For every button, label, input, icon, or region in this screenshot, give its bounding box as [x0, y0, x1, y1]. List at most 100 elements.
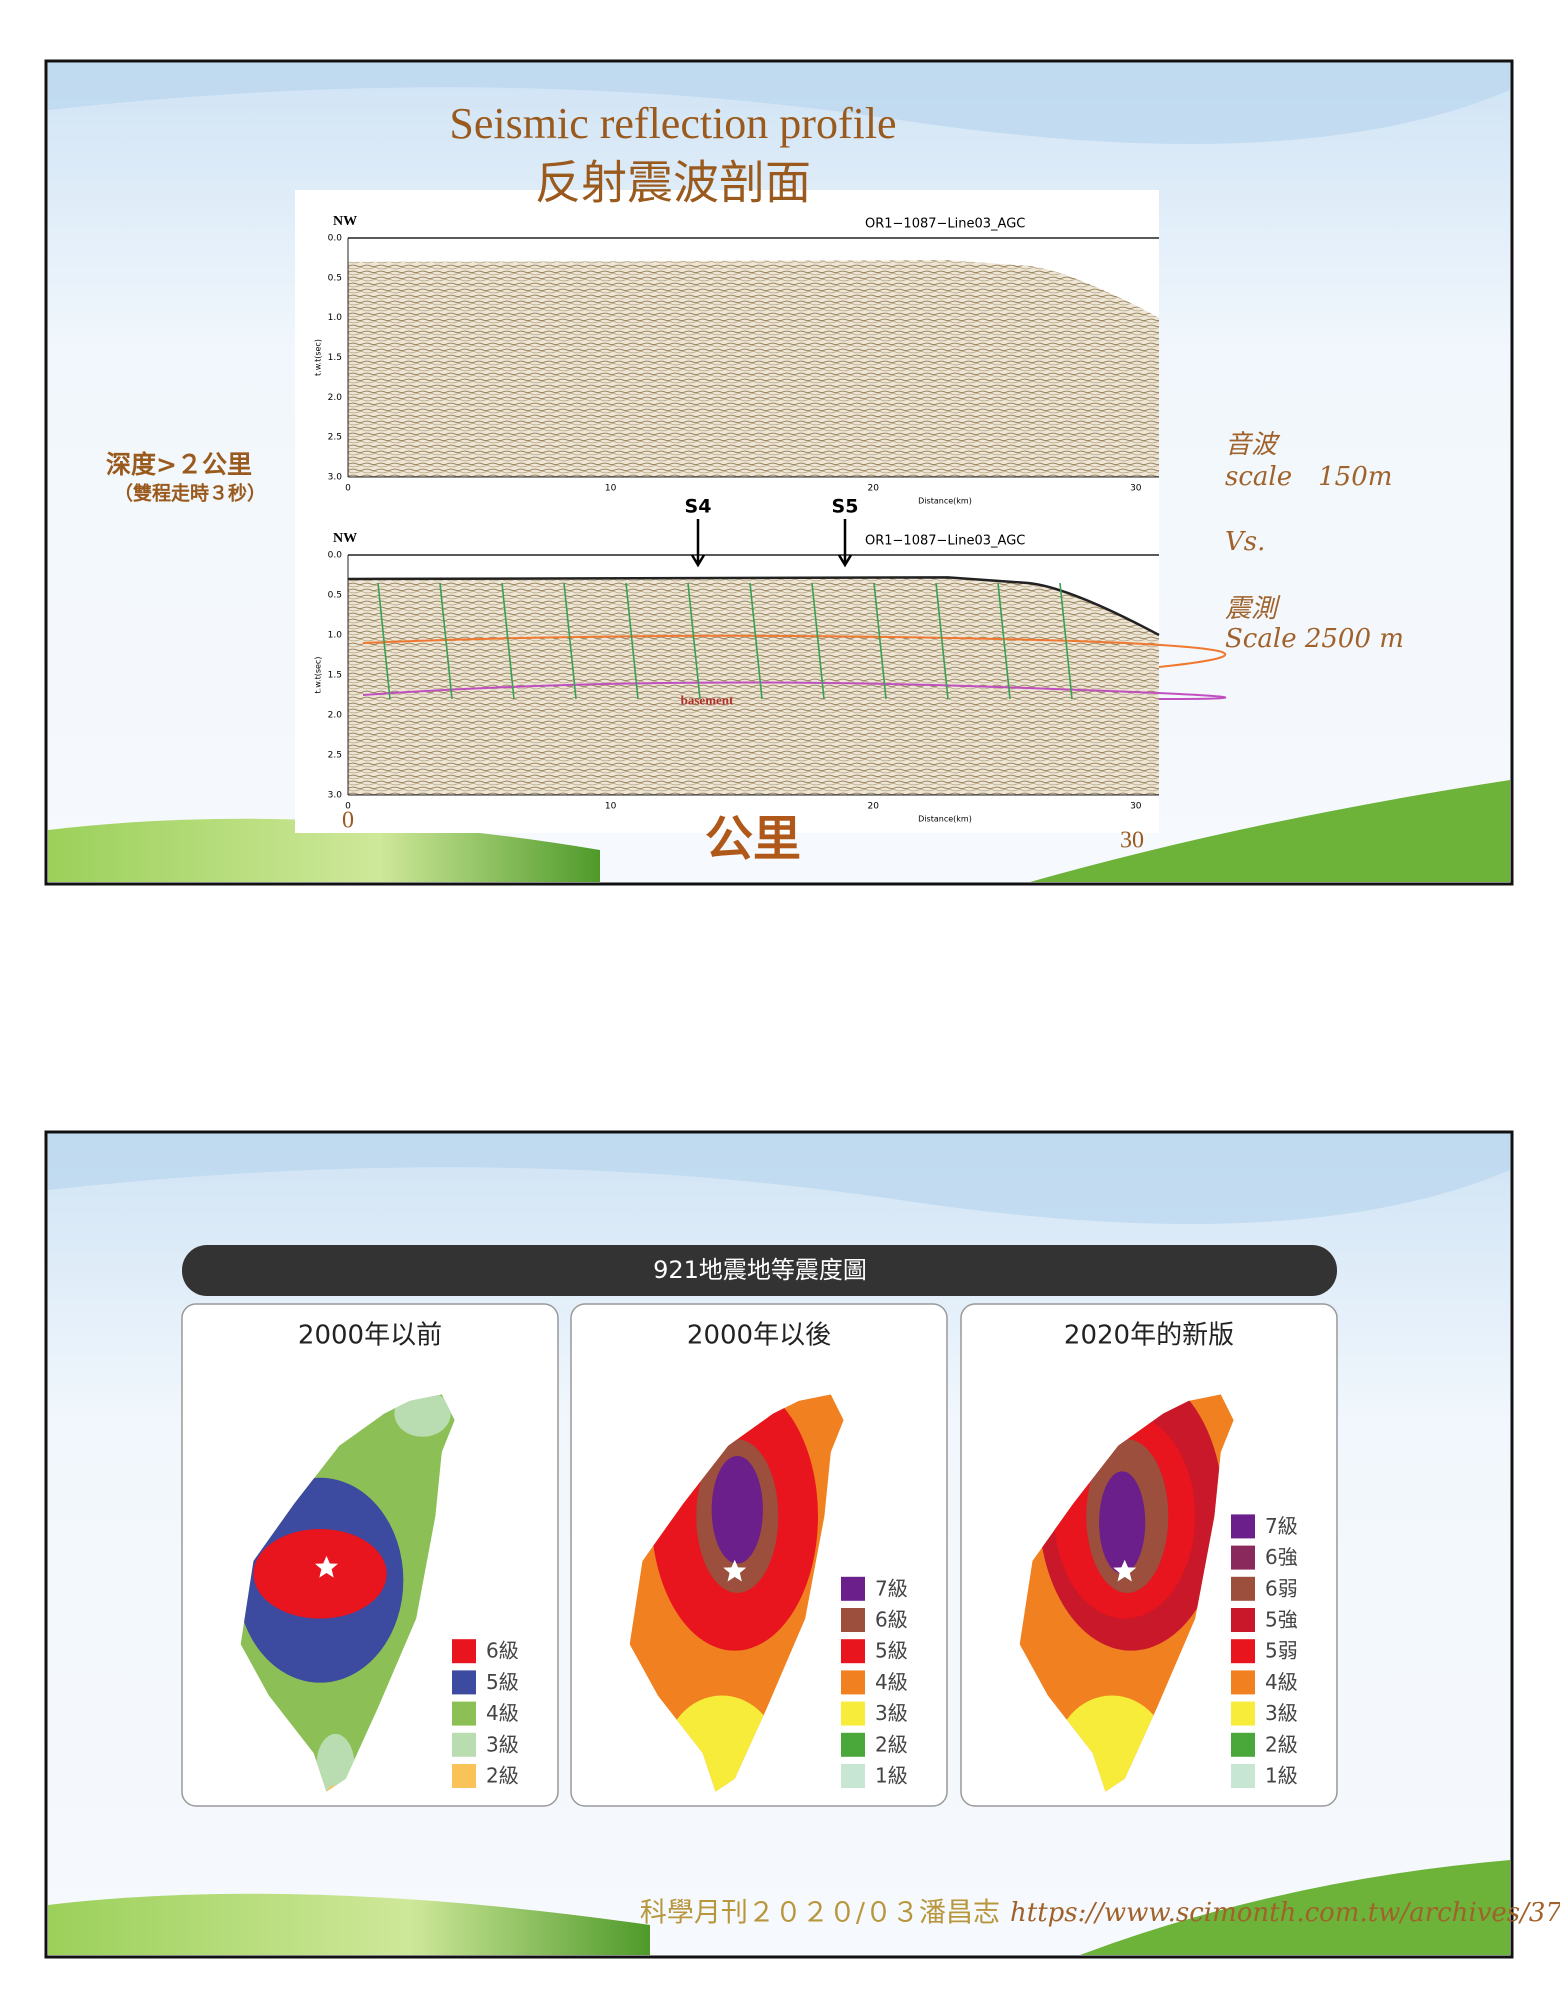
- legend-swatch: [841, 1576, 865, 1601]
- fault-marker: S5: [832, 496, 859, 518]
- fault: [873, 582, 887, 700]
- legend-swatch: [1231, 1608, 1255, 1632]
- intensity-zone: [1099, 1471, 1146, 1574]
- legend-label: 5級: [875, 1639, 908, 1663]
- legend-swatch: [1231, 1514, 1255, 1539]
- legend-label: 2級: [1265, 1732, 1298, 1756]
- y-tick-label: 2.5: [328, 433, 342, 443]
- panel-title: 2000年以前: [298, 1321, 442, 1351]
- footer-source: 科學月刊２０２０/０３潘昌志: [640, 1898, 1000, 1929]
- footer-url: https://www.scimonth.com.tw/archives/372…: [1010, 1898, 1560, 1928]
- legend-label: 4級: [875, 1670, 908, 1694]
- fault: [501, 582, 515, 700]
- figure-title: 921地震地等震度圖: [653, 1256, 867, 1284]
- legend-swatch: [1231, 1576, 1255, 1601]
- intensity-zone: [1054, 1695, 1170, 1792]
- legend-label: 1級: [1265, 1764, 1298, 1788]
- hill: [1030, 780, 1510, 882]
- legend-swatch: [452, 1639, 476, 1664]
- y-tick-label: 1.5: [328, 671, 342, 681]
- legend-label: 3級: [875, 1701, 908, 1725]
- panel-title: 2020年的新版: [1064, 1321, 1234, 1351]
- legend-label: 7級: [1265, 1514, 1298, 1538]
- axis-end: 30: [1120, 828, 1144, 854]
- scale-note: Vs.: [1225, 527, 1265, 557]
- y-tick-label: 3.0: [328, 791, 343, 801]
- fault: [1059, 582, 1073, 700]
- legend-label: 6級: [875, 1608, 908, 1632]
- fault: [811, 582, 825, 700]
- y-tick-label: 0.0: [328, 551, 343, 561]
- legend-swatch: [1231, 1670, 1255, 1695]
- legend-swatch: [841, 1701, 865, 1726]
- fault: [625, 582, 639, 700]
- legend-swatch: [841, 1608, 865, 1632]
- fault: [687, 582, 701, 700]
- marker-arrow: [690, 519, 706, 568]
- legend-swatch: [452, 1732, 476, 1757]
- intensity-zone: [664, 1695, 780, 1792]
- slide-1: Seismic reflection profile 反射震波剖面 深度>２公里…: [44, 59, 1514, 886]
- legend-swatch: [841, 1764, 865, 1788]
- y-tick-label: 1.5: [328, 353, 342, 363]
- x-tick-label: 30: [1130, 802, 1142, 812]
- axis-start: 0: [342, 808, 354, 834]
- fault-marker: S4: [685, 496, 712, 518]
- star: [314, 1555, 339, 1578]
- intensity-zone: [394, 1394, 451, 1437]
- legend-label: 6弱: [1265, 1576, 1298, 1600]
- fault: [439, 582, 453, 700]
- legend-label: 2級: [875, 1732, 908, 1756]
- legend-swatch: [452, 1764, 476, 1788]
- legend-swatch: [452, 1670, 476, 1695]
- horizon: [362, 681, 1227, 700]
- x-tick-label: 20: [867, 802, 879, 812]
- fault: [563, 582, 577, 700]
- slide-2: 921地震地等震度圖 2000年以前 6級 5級 4級 3級 2級 2000年以後 7級 6級 5…: [44, 1130, 1560, 1959]
- legend-swatch: [841, 1732, 865, 1757]
- legend-label: 7級: [875, 1576, 908, 1600]
- scale-note: 震測: [1225, 594, 1281, 624]
- scale-note: Scale 2500 m: [1225, 624, 1404, 654]
- legend-swatch: [841, 1670, 865, 1695]
- x-tick-label: 10: [605, 484, 617, 494]
- slide-title: Seismic reflection profile: [449, 99, 896, 148]
- y-tick-label: 1.0: [328, 631, 343, 641]
- fault: [749, 582, 763, 700]
- y-axis-label: t.w.t(sec): [314, 657, 323, 694]
- legend-swatch: [841, 1639, 865, 1664]
- y-tick-label: 0.0: [328, 234, 343, 244]
- star: [723, 1559, 747, 1582]
- y-tick-label: 3.0: [328, 473, 343, 483]
- legend-label: 5弱: [1265, 1639, 1298, 1663]
- y-tick-label: 1.0: [328, 313, 343, 323]
- legend-swatch: [1231, 1764, 1255, 1788]
- annotation: basement: [681, 692, 734, 707]
- horizon: [362, 634, 1227, 668]
- legend-swatch: [452, 1701, 476, 1726]
- sky-swoosh: [48, 63, 1510, 144]
- profile-code: OR1−1087−Line03_AGC: [865, 217, 1025, 232]
- legend-label: 4級: [486, 1701, 519, 1725]
- legend-label: 6級: [486, 1639, 519, 1663]
- marker-arrow: [837, 519, 853, 568]
- profile-label: NW: [333, 531, 357, 546]
- legend-label: 2級: [486, 1764, 519, 1788]
- y-tick-label: 0.5: [328, 273, 342, 283]
- slide-subtitle: 反射震波剖面: [535, 158, 811, 209]
- x-tick-label: 0: [345, 802, 351, 812]
- sky-swoosh: [48, 1134, 1510, 1224]
- seafloor: [347, 576, 1160, 637]
- profile-code: OR1−1087−Line03_AGC: [865, 534, 1025, 549]
- legend-label: 4級: [1265, 1670, 1298, 1694]
- depth-note: 深度>２公里: [106, 450, 252, 479]
- x-axis-label: Distance(km): [918, 497, 972, 506]
- axis-unit: 公里: [705, 811, 801, 867]
- scale-note: 音波: [1225, 430, 1281, 460]
- figure-title-bar: [182, 1245, 1337, 1296]
- y-tick-label: 2.5: [328, 751, 342, 761]
- legend-swatch: [1231, 1732, 1255, 1757]
- x-tick-label: 30: [1130, 484, 1142, 494]
- hill: [48, 1893, 650, 1955]
